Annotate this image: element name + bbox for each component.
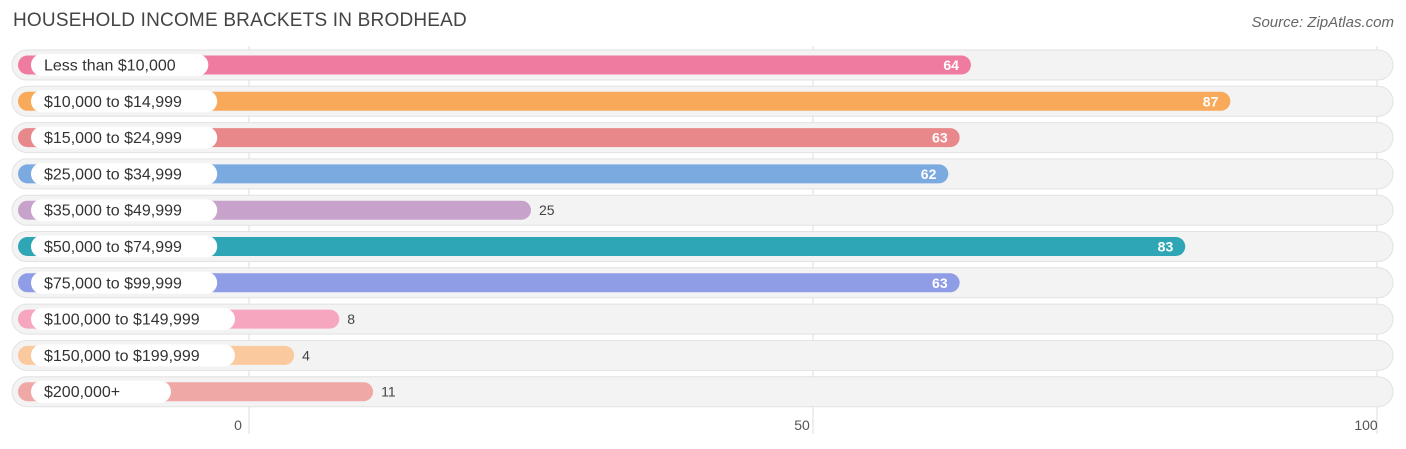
chart-title: HOUSEHOLD INCOME BRACKETS IN BRODHEAD <box>13 10 467 31</box>
category-label: $35,000 to $49,999 <box>44 203 182 220</box>
value-label: 4 <box>302 347 310 363</box>
category-label: $50,000 to $74,999 <box>44 239 182 256</box>
value-label: 64 <box>943 57 959 73</box>
chart-source: Source: ZipAtlas.com <box>1251 14 1394 31</box>
x-tick-label: 100 <box>1354 417 1378 433</box>
row-track <box>11 303 1394 335</box>
category-pill <box>31 344 235 367</box>
category-pill <box>31 90 218 113</box>
category-pill <box>31 380 171 403</box>
row-track <box>11 339 1394 371</box>
value-label: 8 <box>347 311 355 327</box>
category-label: $25,000 to $34,999 <box>44 166 182 183</box>
category-pill <box>31 308 235 331</box>
category-pill <box>31 126 218 149</box>
value-label: 62 <box>921 166 937 182</box>
category-label: Less than $10,000 <box>44 58 176 75</box>
category-label: $100,000 to $149,999 <box>44 312 200 329</box>
category-pill <box>31 199 218 222</box>
category-label: $150,000 to $199,999 <box>44 348 200 365</box>
x-tick-label: 0 <box>234 417 242 433</box>
bar[interactable] <box>18 128 960 148</box>
value-label: 25 <box>539 202 555 218</box>
category-pill <box>31 271 218 294</box>
value-label: 83 <box>1158 239 1174 255</box>
value-label: 87 <box>1203 93 1219 109</box>
category-pill <box>31 235 218 258</box>
bar[interactable] <box>18 237 1186 256</box>
value-label: 11 <box>381 384 396 400</box>
category-label: $200,000+ <box>44 384 120 401</box>
category-label: $15,000 to $24,999 <box>44 130 182 147</box>
category-pill <box>31 162 218 185</box>
bar[interactable] <box>18 164 949 184</box>
bar[interactable] <box>18 273 960 293</box>
bar[interactable] <box>18 55 971 75</box>
category-pill <box>31 54 209 76</box>
value-label: 63 <box>932 275 948 291</box>
category-label: $75,000 to $99,999 <box>44 275 182 292</box>
bar[interactable] <box>18 91 1231 111</box>
category-label: $10,000 to $14,999 <box>44 94 182 111</box>
value-label: 63 <box>932 130 948 146</box>
x-tick-label: 50 <box>794 417 810 433</box>
